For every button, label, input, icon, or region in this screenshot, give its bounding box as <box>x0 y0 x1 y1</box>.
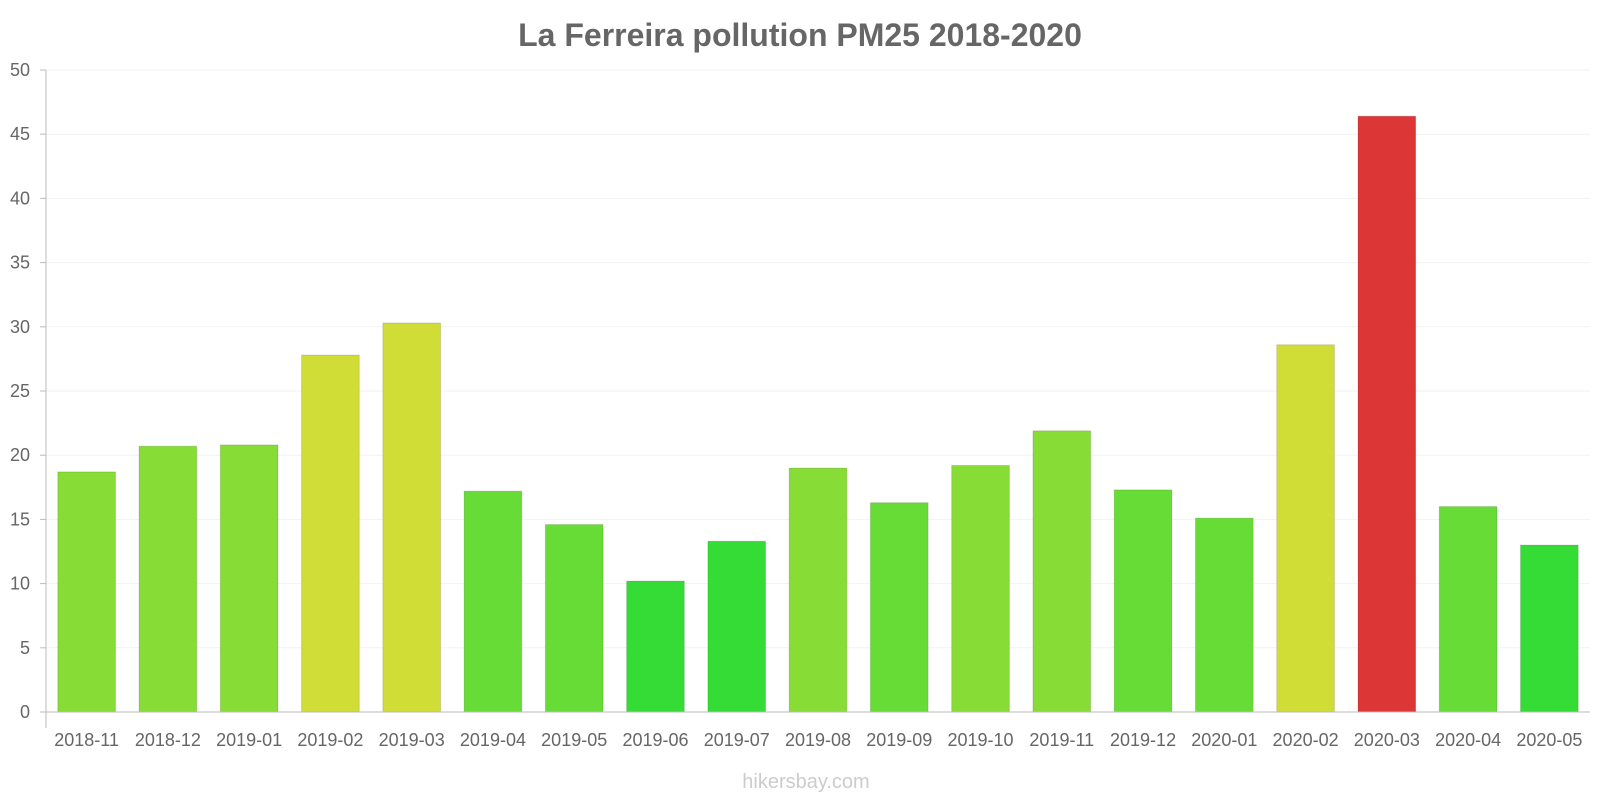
y-tick-label: 25 <box>10 381 30 401</box>
bar-2019-01[interactable] <box>219 444 279 713</box>
bar-2020-02[interactable] <box>1276 344 1335 713</box>
x-tick-label: 2020-05 <box>1516 730 1582 750</box>
y-tick-label: 15 <box>10 509 30 529</box>
bar-2019-06[interactable] <box>626 580 685 713</box>
x-tick-label: 2019-01 <box>216 730 282 750</box>
x-tick-label: 2020-02 <box>1273 730 1339 750</box>
x-tick-label: 2020-03 <box>1354 730 1420 750</box>
x-tick-label: 2020-01 <box>1191 730 1257 750</box>
bar-2020-05[interactable] <box>1520 544 1579 713</box>
x-tick-label: 2019-05 <box>541 730 607 750</box>
x-tick-label: 2019-10 <box>947 730 1013 750</box>
chart-title: La Ferreira pollution PM25 2018-2020 <box>518 17 1082 53</box>
x-tick-label: 2018-12 <box>135 730 201 750</box>
bar-2019-12[interactable] <box>1113 489 1173 713</box>
bar-2020-03[interactable] <box>1357 115 1417 713</box>
x-tick-label: 2018-11 <box>54 730 119 750</box>
y-tick-label: 10 <box>10 574 30 594</box>
x-tick-label: 2019-12 <box>1110 730 1176 750</box>
bar-2020-01[interactable] <box>1194 517 1254 713</box>
x-tick-label: 2019-09 <box>866 730 932 750</box>
x-tick-label: 2019-08 <box>785 730 851 750</box>
x-axis: 2018-11 2018-12 2019-01 2019-02 2019-03 2019-… <box>46 711 1590 750</box>
y-tick-label: 30 <box>10 317 30 337</box>
y-tick-label: 35 <box>10 253 30 273</box>
y-tick-label: 50 <box>10 60 30 80</box>
x-tick-label: 2019-04 <box>460 730 526 750</box>
bar-2019-03[interactable] <box>382 322 442 713</box>
y-tick-label: 45 <box>10 124 30 144</box>
x-tick-label: 2020-04 <box>1435 730 1501 750</box>
bar-2019-09[interactable] <box>869 502 929 713</box>
y-tick-label: 20 <box>10 445 30 465</box>
bar-2019-05[interactable] <box>544 524 604 713</box>
bar-2018-12[interactable] <box>138 445 198 713</box>
watermark: hikersbay.com <box>742 771 869 793</box>
bar-series <box>57 115 1579 713</box>
bar-2019-07[interactable] <box>707 540 767 713</box>
bar-2019-11[interactable] <box>1032 430 1092 713</box>
y-axis: 0 5 10 15 20 25 30 35 40 45 50 <box>10 60 47 728</box>
bar-2020-04[interactable] <box>1438 506 1498 713</box>
y-tick-label: 40 <box>10 188 30 208</box>
x-tick-label: 2019-03 <box>379 730 445 750</box>
x-tick-label: 2019-07 <box>704 730 770 750</box>
x-tick-label: 2019-06 <box>622 730 688 750</box>
y-tick-label: 5 <box>20 638 30 658</box>
bar-2019-08[interactable] <box>788 467 848 713</box>
x-tick-label: 2019-11 <box>1029 730 1094 750</box>
bar-2018-11[interactable] <box>57 471 116 713</box>
bar-2019-04[interactable] <box>463 490 523 713</box>
bar-2019-02[interactable] <box>301 354 360 713</box>
x-tick-label: 2019-02 <box>297 730 363 750</box>
y-tick-label: 0 <box>20 702 30 722</box>
bar-2019-10[interactable] <box>951 464 1010 713</box>
